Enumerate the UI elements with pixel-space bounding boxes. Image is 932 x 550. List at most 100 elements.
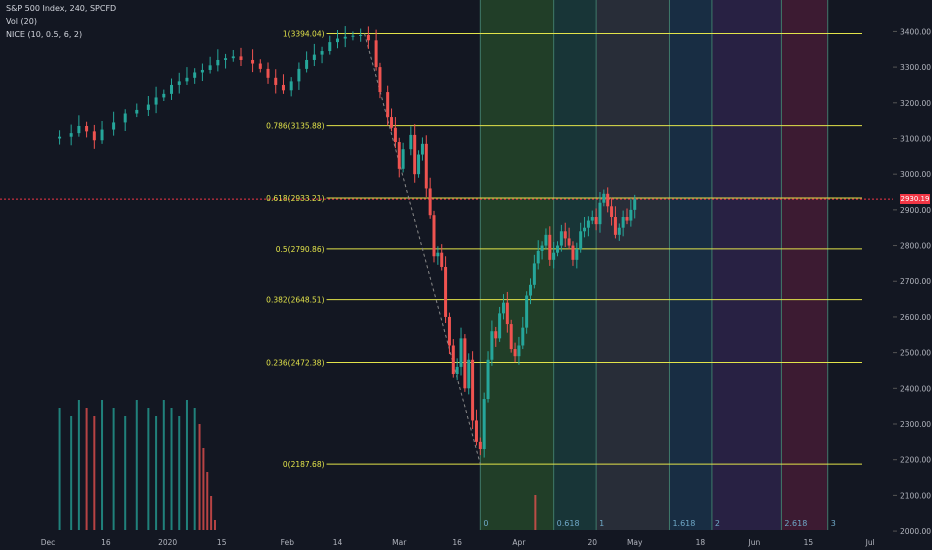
candle-body: [216, 59, 220, 66]
fib-retracement-labels: 1(3394.04) 0.786(3135.88) 0.618(2933.21) 0.…: [266, 30, 324, 470]
time-zone-label: 2: [715, 519, 720, 528]
candle-body: [494, 331, 498, 339]
y-tick-label: 2800.00: [900, 242, 931, 251]
time-zone-band: [711, 0, 782, 530]
symbol-title[interactable]: S&P 500 Index, 240, SPCFD: [6, 4, 117, 13]
fib-level-label: 0.618(2933.21): [266, 194, 324, 203]
time-zone-band: [480, 0, 554, 530]
x-tick-label: 2020: [158, 538, 177, 547]
candle-body: [529, 284, 532, 296]
y-tick-label: 2000.00: [900, 527, 931, 536]
candle-body: [544, 234, 548, 246]
candle-body: [505, 302, 509, 325]
fib-time-zone-labels: 0 0.618 1 1.618 2 2.618 3: [483, 519, 835, 528]
candle-body: [359, 34, 363, 36]
candle-body: [112, 122, 116, 130]
candle-body: [320, 51, 324, 55]
volume-bar: [170, 408, 173, 530]
time-zone-label: 0.618: [557, 519, 580, 528]
candles: [58, 26, 637, 458]
candle-body: [436, 252, 440, 257]
candle-body: [162, 93, 166, 98]
y-tick-label: 2400.00: [900, 384, 931, 393]
candle-body: [224, 58, 228, 60]
candle-body: [455, 366, 459, 375]
candle-body: [390, 117, 394, 128]
x-tick-label: Mar: [392, 538, 407, 547]
candle-body: [633, 199, 637, 210]
candle-body: [563, 231, 567, 239]
candle-body: [471, 359, 475, 421]
candle-body: [305, 59, 309, 69]
candle-body: [274, 77, 278, 85]
candle-body: [617, 227, 621, 235]
volume-bar: [147, 408, 150, 530]
candle-body: [451, 345, 455, 375]
candle-body: [289, 81, 293, 91]
price-axis[interactable]: 3400.00 3300.00 3200.00 3100.00 3000.00 2900.…: [893, 27, 931, 536]
candle-body: [417, 154, 421, 175]
candle-body: [312, 54, 316, 60]
x-tick-label: Dec: [41, 538, 56, 547]
candle-body: [575, 249, 579, 260]
candle-body: [58, 136, 62, 139]
candle-body: [100, 129, 104, 141]
candle-body: [571, 245, 575, 260]
y-tick-label: 2900.00: [900, 206, 931, 215]
y-tick-label: 2200.00: [900, 456, 931, 465]
candle-body: [447, 316, 451, 346]
candle-body: [193, 72, 197, 78]
x-tick-label: 14: [333, 538, 343, 547]
candle-body: [393, 127, 397, 143]
candle-body: [328, 42, 332, 52]
time-zone-label: 1: [599, 519, 604, 528]
candle-body: [386, 92, 390, 118]
candle-body: [459, 338, 463, 367]
volume-bar: [178, 416, 181, 530]
time-zone-label: 3: [831, 519, 836, 528]
volume-bar: [77, 400, 80, 530]
candle-body: [85, 125, 89, 132]
candle-body: [629, 209, 633, 221]
fib-level-label: 1(3394.04): [283, 30, 325, 39]
volume-bar: [193, 408, 196, 530]
y-tick-label: 2700.00: [900, 277, 931, 286]
time-zone-label: 0: [483, 519, 488, 528]
volume-bar: [124, 416, 127, 530]
y-tick-label: 3300.00: [900, 63, 931, 72]
candle-body: [486, 359, 490, 400]
x-tick-label: May: [627, 538, 643, 547]
volume-bar: [112, 408, 115, 530]
time-axis[interactable]: Dec 16 2020 15 Feb 14 Mar 16 Apr 20 May 18 Jun 15 Jul: [41, 538, 875, 547]
x-tick-label: 16: [452, 538, 462, 547]
candle-body: [579, 231, 583, 250]
candle-body: [374, 40, 378, 68]
volume-bar: [185, 400, 188, 530]
candle-body: [297, 68, 301, 82]
candle-body: [266, 68, 270, 78]
fib-retracement-lines: [326, 33, 862, 465]
candle-body: [177, 81, 181, 85]
volume-bar: [85, 408, 88, 530]
fib-level-label: 0.236(2472.38): [266, 358, 324, 367]
candle-body: [154, 97, 158, 105]
candle-body: [509, 324, 513, 350]
time-zone-band: [781, 0, 828, 530]
candle-body: [536, 250, 540, 264]
candle-body: [598, 202, 602, 225]
candle-body: [532, 263, 536, 285]
x-tick-label: 18: [696, 538, 706, 547]
volume-bar: [93, 416, 96, 530]
candle-body: [610, 206, 614, 218]
candle-body: [200, 69, 204, 73]
fib-indicator-label[interactable]: NICE (10, 0.5, 6, 2): [6, 30, 83, 39]
candle-body: [366, 34, 370, 41]
candle-body: [556, 245, 560, 253]
x-tick-label: 20: [587, 538, 597, 547]
volume-indicator-label[interactable]: Vol (20): [6, 17, 37, 26]
x-tick-label: 16: [101, 538, 111, 547]
candle-body: [428, 188, 432, 216]
candle-body: [440, 252, 444, 267]
candle-body: [444, 266, 448, 317]
